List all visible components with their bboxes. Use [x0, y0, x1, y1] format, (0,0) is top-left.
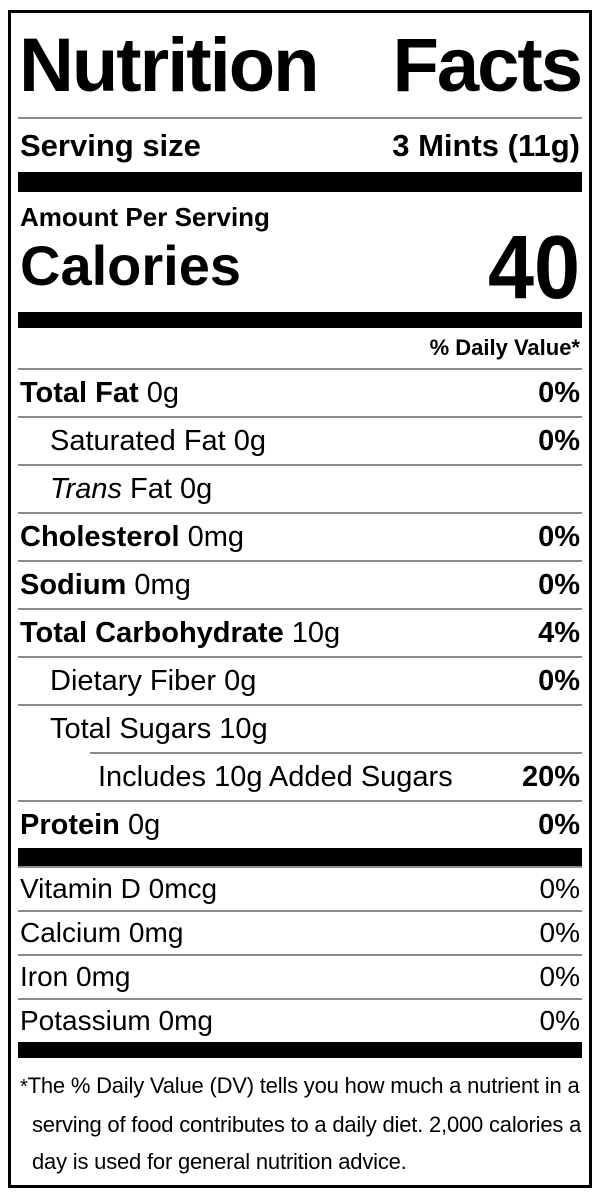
nutrient-row-total-sugars: Total Sugars 10g [18, 704, 582, 752]
vitamin-row-vitamin-d: Vitamin D 0mcg 0% [18, 866, 582, 910]
nutrient-row-dietary-fiber: Dietary Fiber 0g 0% [18, 656, 582, 704]
vitamin-percent: 0% [539, 873, 580, 904]
nutrient-percent: 20% [521, 760, 580, 793]
calories-value: 40 [487, 218, 580, 318]
vitamin-percent: 0% [539, 917, 580, 948]
asterisk: * [20, 1076, 28, 1098]
nutrient-percent: 0% [538, 520, 580, 553]
vitamin-label: Iron 0mg [20, 961, 131, 992]
nutrient-percent: 0% [538, 376, 580, 409]
serving-size-row: Serving size 3 Mints (11g) [18, 119, 582, 172]
footnote-line: serving of food contributes to a daily d… [32, 1112, 582, 1137]
serving-size-value: 3 Mints (11g) [392, 127, 580, 163]
nutrient-percent: 0% [538, 808, 580, 841]
label-title: Nutrition Facts [18, 13, 583, 117]
footnote-line: *The % Daily Value (DV) tells you how mu… [20, 1073, 580, 1098]
calories-label: Calories [20, 234, 241, 297]
vitamin-percent: 0% [539, 1005, 580, 1036]
vitamin-label: Calcium 0mg [20, 917, 184, 948]
nutrient-percent: 4% [538, 616, 580, 649]
thick-bar-bottom [18, 1042, 582, 1058]
nutrient-percent: 0% [538, 424, 580, 457]
footnote-line: day is used for general nutrition advice… [32, 1149, 407, 1174]
nutrient-row-trans-fat: Trans Fat 0g [18, 464, 582, 512]
title-word-facts: Facts [392, 22, 583, 108]
daily-value-header: % Daily Value* [429, 335, 580, 360]
vitamin-label: Vitamin D 0mcg [20, 873, 218, 904]
nutrient-row-saturated-fat: Saturated Fat 0g 0% [18, 416, 582, 464]
nutrient-label: Total Carbohydrate 10g [20, 616, 341, 649]
nutrient-row-added-sugars: Includes 10g Added Sugars 20% [90, 752, 582, 800]
vitamin-row-potassium: Potassium 0mg 0% [18, 998, 582, 1042]
nutrient-label: Total Sugars 10g [50, 712, 268, 745]
vitamin-row-calcium: Calcium 0mg 0% [18, 910, 582, 954]
nutrient-label: Protein 0g [20, 808, 161, 841]
nutrient-label: Includes 10g Added Sugars [98, 760, 453, 793]
nutrient-label: Cholesterol 0mg [20, 520, 245, 553]
nutrient-row-sodium: Sodium 0mg 0% [18, 560, 582, 608]
thick-bar-top [18, 172, 582, 192]
calories-section: Amount Per Serving Calories 40 [18, 192, 582, 318]
nutrient-row-total-fat: Total Fat 0g 0% [18, 368, 582, 416]
nutrient-row-cholesterol: Cholesterol 0mg 0% [18, 512, 582, 560]
nutrition-facts-label: Nutrition Facts Serving size 3 Mints (11… [8, 10, 592, 1188]
footnote: *The % Daily Value (DV) tells you how mu… [18, 1058, 582, 1180]
nutrient-label: Saturated Fat 0g [50, 424, 267, 457]
nutrient-percent: 0% [538, 568, 580, 601]
vitamin-label: Potassium 0mg [20, 1005, 213, 1036]
nutrient-label: Trans Fat 0g [50, 472, 213, 505]
thick-bar-calories [18, 312, 582, 328]
vitamin-percent: 0% [539, 961, 580, 992]
vitamin-row-iron: Iron 0mg 0% [18, 954, 582, 998]
nutrient-label: Total Fat 0g [20, 376, 180, 409]
amount-per-serving-label: Amount Per Serving [20, 202, 270, 232]
title-divider [18, 117, 582, 119]
title-word-nutrition: Nutrition [19, 22, 320, 108]
nutrient-label: Sodium 0mg [20, 568, 191, 601]
serving-size-label: Serving size [20, 127, 201, 163]
nutrient-row-protein: Protein 0g 0% [18, 800, 582, 848]
nutrient-label: Dietary Fiber 0g [50, 664, 257, 697]
thick-bar-protein [18, 848, 582, 866]
nutrient-row-total-carbohydrate: Total Carbohydrate 10g 4% [18, 608, 582, 656]
nutrient-percent: 0% [538, 664, 580, 697]
